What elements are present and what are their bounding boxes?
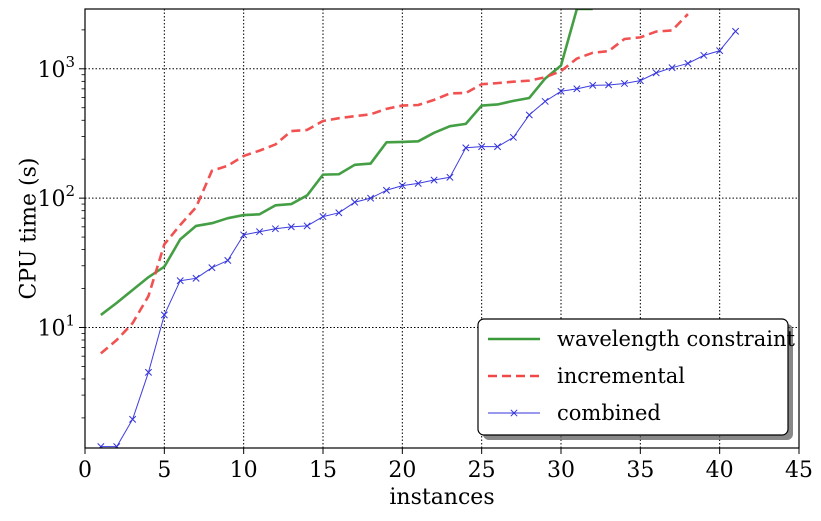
- data-point-combined: [192, 274, 200, 282]
- data-point-combined: [478, 143, 486, 151]
- data-point-combined: [605, 81, 613, 89]
- x-tick-label: 40: [706, 458, 734, 483]
- data-point-combined: [620, 79, 629, 88]
- data-point-combined: [525, 111, 533, 119]
- data-point-combined: [573, 85, 581, 93]
- series-incremental: [100, 13, 689, 355]
- x-tick-label: 10: [230, 458, 258, 483]
- legend-item-combined: combined: [488, 401, 661, 425]
- legend-label: wavelength constraint: [557, 327, 795, 351]
- series-combined: [97, 27, 740, 448]
- legend-box: [477, 318, 789, 436]
- data-point-combined: [446, 173, 454, 181]
- data-point-combined: [240, 231, 248, 239]
- y-tick-label: 103: [37, 53, 75, 83]
- x-axis-label: instances: [389, 485, 494, 510]
- data-point-combined: [541, 97, 549, 105]
- data-point-combined: [700, 51, 708, 59]
- data-point-combined: [367, 194, 375, 202]
- data-point-combined: [129, 415, 137, 423]
- x-tick-label: 5: [157, 458, 171, 483]
- series-line-wavelength-constraint: [100, 9, 593, 316]
- data-point-combined: [668, 64, 676, 72]
- legend-label: incremental: [557, 364, 685, 388]
- data-point-combined: [430, 176, 438, 184]
- data-point-combined: [303, 222, 311, 230]
- data-point-combined: [509, 133, 517, 141]
- data-point-combined: [97, 443, 105, 448]
- legend-item-incremental: incremental: [488, 364, 685, 388]
- y-ticks: 101 102 103: [37, 29, 85, 419]
- data-point-combined: [382, 186, 391, 194]
- data-point-combined: [208, 264, 216, 272]
- data-point-combined: [144, 368, 153, 376]
- data-point-combined: [255, 228, 264, 236]
- legend-item-wavelength-constraint: wavelength constraint: [488, 327, 795, 351]
- y-tick-label: 102: [37, 182, 75, 212]
- plot-frame: [84, 8, 800, 449]
- y-axis-label: CPU time (s): [17, 158, 42, 300]
- data-point-combined: [652, 69, 660, 77]
- data-point-combined: [684, 59, 692, 68]
- series-wavelength-constraint: [100, 9, 593, 316]
- x-tick-label: 30: [547, 458, 575, 483]
- data-point-combined: [335, 209, 343, 217]
- data-point-combined: [398, 182, 406, 190]
- data-point-combined: [716, 47, 724, 55]
- data-point-combined: [287, 223, 295, 231]
- data-point-combined: [271, 225, 279, 233]
- x-tick-label: 15: [309, 458, 337, 483]
- series-line-incremental: [100, 13, 689, 355]
- legend-marker: [510, 409, 518, 417]
- x-tick-label: 35: [626, 458, 654, 483]
- y-tick-label: 101: [37, 311, 75, 341]
- data-point-combined: [731, 27, 740, 35]
- data-point-combined: [319, 213, 327, 221]
- x-tick-label: 45: [785, 458, 813, 483]
- data-point-combined: [351, 198, 359, 206]
- x-tick-label: 25: [468, 458, 496, 483]
- x-tick-label: 0: [78, 458, 92, 483]
- legend-label: combined: [557, 401, 661, 425]
- data-point-combined: [462, 144, 470, 152]
- data-point-combined: [589, 81, 597, 89]
- data-point-combined: [414, 179, 422, 187]
- data-point-combined: [113, 443, 121, 448]
- data-point-combined: [176, 277, 184, 285]
- data-point-combined: [636, 77, 644, 85]
- series-layer: [97, 9, 740, 448]
- data-point-combined: [160, 311, 168, 319]
- x-tick-label: 20: [388, 458, 416, 483]
- x-ticks: 0 5 10 15 20 25 30 35 40 45: [78, 448, 813, 483]
- data-point-combined: [557, 87, 565, 95]
- data-point-combined: [224, 256, 232, 264]
- data-point-combined: [493, 143, 502, 151]
- legend: wavelength constraint incremental combined: [477, 318, 795, 440]
